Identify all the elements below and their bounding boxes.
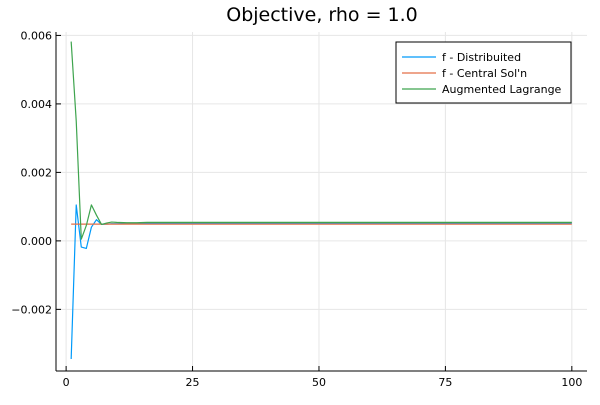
legend: f - Distribuited f - Central Sol'n Augment…	[395, 41, 572, 104]
legend-label: f - Central Sol'n	[442, 67, 527, 80]
x-tick-label: 0	[63, 376, 70, 389]
y-tick-label: 0.000	[21, 235, 53, 248]
grid	[56, 32, 587, 371]
x-tick-label: 100	[561, 376, 582, 389]
series-line-2	[70, 41, 572, 240]
x-tick-label: 75	[438, 376, 452, 389]
y-tick-label: 0.002	[21, 166, 53, 179]
series-line-0	[70, 204, 572, 360]
x-tick-label: 50	[312, 376, 326, 389]
x-tick-label: 25	[186, 376, 200, 389]
series-group	[70, 41, 572, 360]
y-tick-label: −0.002	[11, 303, 52, 316]
y-tick-label: 0.004	[21, 98, 53, 111]
axes: 0 25 50 75 100 −0.002 0.000 0.002 0.004 0.006	[11, 29, 587, 389]
legend-label: f - Distribuited	[442, 51, 521, 64]
legend-label: Augmented Lagrange	[442, 83, 562, 96]
y-tick-label: 0.006	[21, 29, 53, 42]
chart-title: Objective, rho = 1.0	[226, 4, 418, 26]
